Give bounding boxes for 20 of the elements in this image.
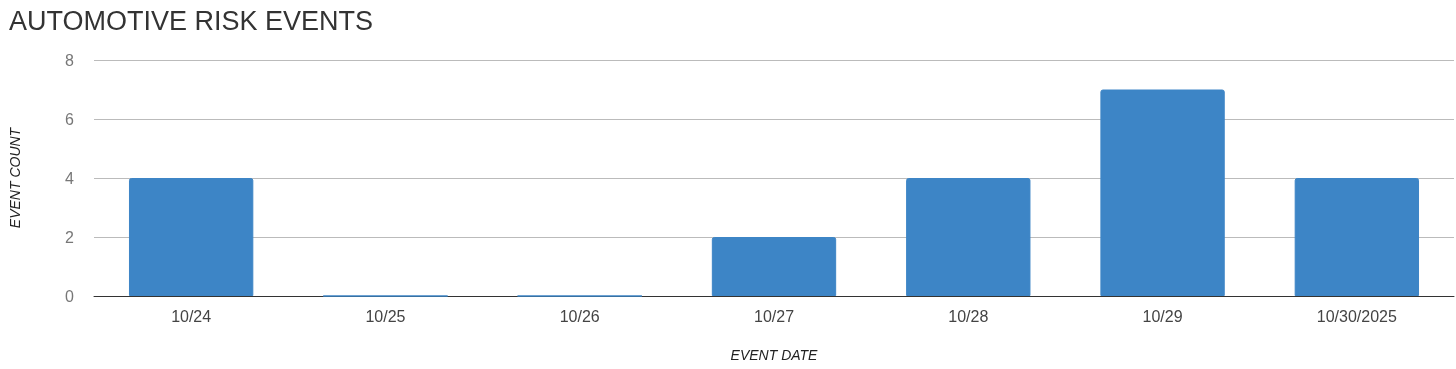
x-tick-label: 10/28 (948, 307, 989, 325)
bar (906, 178, 1031, 296)
x-tick-label: 10/25 (365, 307, 406, 325)
bar (1294, 178, 1420, 296)
y-tick-label: 2 (65, 228, 75, 246)
x-axis-title: EVENT DATE (730, 347, 819, 363)
x-tick-label: 10/30/2025 (1316, 307, 1397, 325)
x-tick-label: 10/27 (753, 307, 795, 325)
bar (128, 178, 254, 296)
y-tick-label: 0 (65, 287, 75, 305)
x-tick-label: 10/24 (171, 307, 212, 325)
y-tick-label: 6 (65, 110, 75, 128)
bar (711, 237, 837, 296)
x-tick-label: 10/26 (559, 307, 600, 325)
bar (1100, 89, 1225, 296)
y-tick-label: 4 (65, 169, 75, 187)
y-axis-title: EVENT COUNT (7, 126, 23, 229)
chart-title: AUTOMOTIVE RISK EVENTS (9, 5, 374, 36)
y-tick-label: 8 (65, 51, 75, 69)
x-tick-label: 10/29 (1142, 307, 1183, 325)
